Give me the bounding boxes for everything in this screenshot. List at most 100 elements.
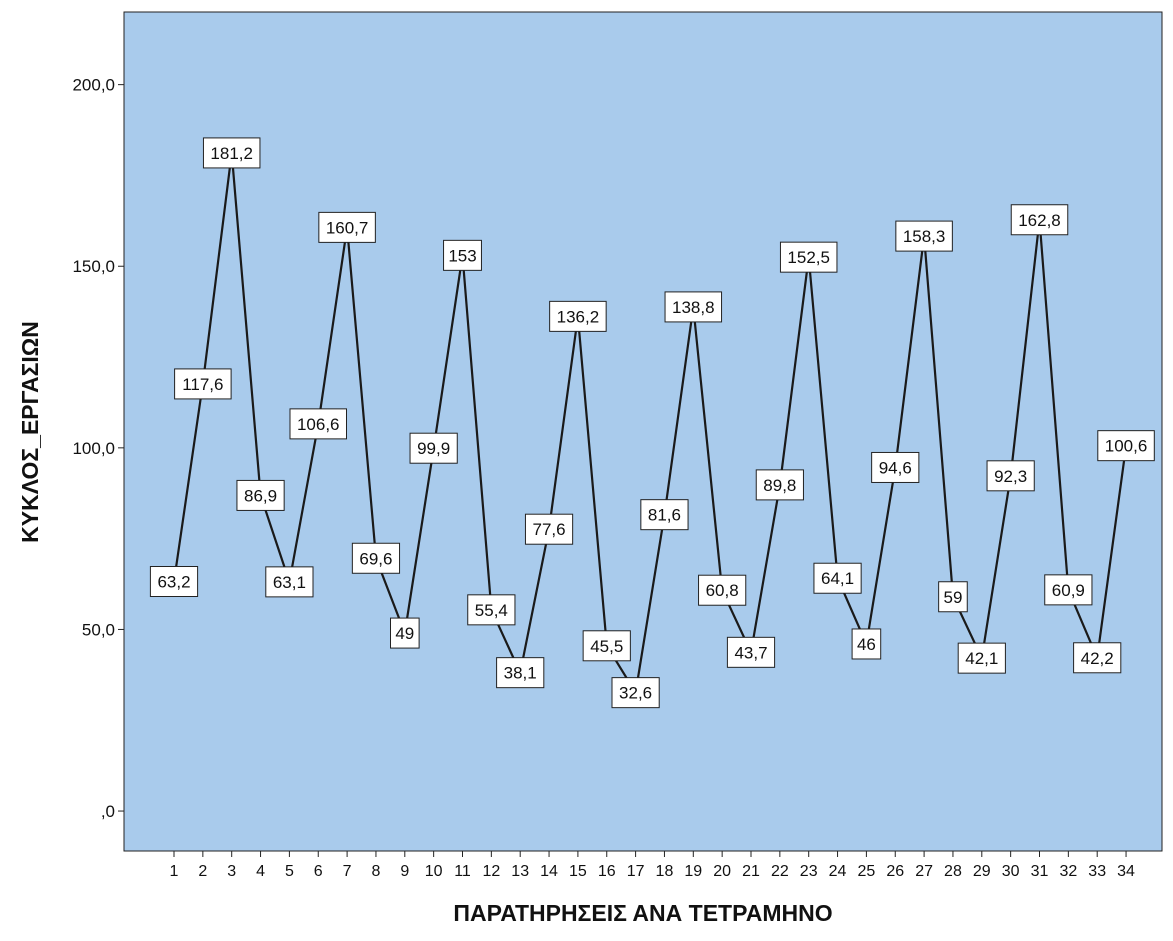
x-tick-label: 27 xyxy=(915,863,933,880)
data-label-box xyxy=(202,137,261,169)
data-label: 49 xyxy=(390,617,420,649)
x-tick-label: 9 xyxy=(400,863,409,880)
data-label-box xyxy=(755,469,804,501)
data-label-text: 136,2 xyxy=(557,307,600,326)
data-label: 152,5 xyxy=(779,241,838,273)
y-tick-label: ,0 xyxy=(101,802,115,821)
data-label-text: 94,6 xyxy=(879,458,912,477)
data-label-box xyxy=(640,499,689,531)
x-tick-label: 7 xyxy=(343,863,352,880)
data-label-box xyxy=(409,432,458,464)
data-label: 42,2 xyxy=(1073,642,1122,674)
x-tick-label: 19 xyxy=(684,863,702,880)
data-label-text: 160,7 xyxy=(326,218,369,237)
y-tick-label: 100,0 xyxy=(72,439,115,458)
data-label-text: 63,1 xyxy=(273,573,306,592)
data-label-text: 60,9 xyxy=(1052,581,1085,600)
data-label-box xyxy=(390,617,420,649)
data-label-box xyxy=(895,220,953,252)
x-tick-label: 1 xyxy=(170,863,179,880)
data-label-box xyxy=(289,408,347,440)
data-label-box xyxy=(236,479,285,511)
data-label-text: 64,1 xyxy=(821,569,854,588)
data-label-text: 138,8 xyxy=(672,298,715,317)
data-label: 160,7 xyxy=(318,211,376,243)
x-tick-label: 5 xyxy=(285,863,294,880)
data-label: 64,1 xyxy=(813,562,862,594)
data-label-text: 49 xyxy=(395,624,414,643)
x-tick-label: 12 xyxy=(482,863,500,880)
data-label-box xyxy=(813,562,862,594)
x-tick-label: 8 xyxy=(371,863,380,880)
data-label: 38,1 xyxy=(496,657,545,689)
data-label: 60,8 xyxy=(698,574,747,606)
data-label: 45,5 xyxy=(582,630,631,662)
data-label-box xyxy=(582,630,631,662)
data-label-text: 86,9 xyxy=(244,486,277,505)
data-label-box xyxy=(318,211,376,243)
data-label-text: 92,3 xyxy=(994,467,1027,486)
data-label: 32,6 xyxy=(611,677,660,709)
x-tick-label: 10 xyxy=(425,863,443,880)
data-label-text: 106,6 xyxy=(297,415,340,434)
data-label: 100,6 xyxy=(1097,430,1155,462)
data-label-box xyxy=(1010,204,1069,236)
x-tick-label: 15 xyxy=(569,863,587,880)
plot-area xyxy=(123,11,1163,852)
data-label: 42,1 xyxy=(957,642,1006,674)
x-tick-label: 3 xyxy=(227,863,236,880)
data-label-text: 60,8 xyxy=(706,581,739,600)
data-label-text: 63,2 xyxy=(157,573,190,592)
y-tick-label: 50,0 xyxy=(82,620,115,639)
data-label-text: 162,8 xyxy=(1018,211,1061,230)
y-tick-label: 150,0 xyxy=(72,257,115,276)
x-tick-label: 28 xyxy=(944,863,962,880)
x-tick-label: 23 xyxy=(800,863,818,880)
data-label-box xyxy=(664,291,723,323)
data-label-text: 42,1 xyxy=(965,649,998,668)
data-label: 117,6 xyxy=(174,368,232,400)
data-label-text: 153 xyxy=(448,246,476,265)
x-tick-label: 2 xyxy=(198,863,207,880)
data-label: 99,9 xyxy=(409,432,458,464)
data-label-box xyxy=(443,239,482,271)
x-axis-title: ΠΑΡΑΤΗΡΗΣΕΙΣ ΑΝΑ ΤΕΤΡΑΜΗΝΟ xyxy=(453,900,832,926)
x-tick-label: 29 xyxy=(973,863,991,880)
data-labels-group: 63,2 117,6 181,2 86,9 63,1 106,6 160,7 69,6 49 99… xyxy=(149,137,1155,709)
data-label-text: 100,6 xyxy=(1105,437,1148,456)
data-label: 77,6 xyxy=(524,513,574,545)
x-tick-label: 20 xyxy=(713,863,731,880)
data-label-text: 69,6 xyxy=(359,549,392,568)
data-label-text: 89,8 xyxy=(763,476,796,495)
data-label-text: 99,9 xyxy=(417,439,450,458)
x-tick-label: 14 xyxy=(540,863,558,880)
data-label-text: 117,6 xyxy=(182,375,223,394)
data-label: 138,8 xyxy=(664,291,723,323)
data-label-text: 45,5 xyxy=(590,637,623,656)
y-axis-title: ΚΥΚΛΟΣ_ΕΡΓΑΣΙΩΝ xyxy=(17,321,43,543)
x-tick-label: 33 xyxy=(1088,863,1106,880)
data-label-text: 32,6 xyxy=(619,684,652,703)
data-label-box xyxy=(698,574,747,606)
data-label-box xyxy=(871,451,920,483)
data-label-box xyxy=(149,566,199,598)
data-label-text: 158,3 xyxy=(903,227,946,246)
data-label: 60,9 xyxy=(1044,574,1093,606)
data-label-box xyxy=(265,566,314,598)
data-label-text: 59 xyxy=(943,588,962,607)
x-tick-label: 26 xyxy=(886,863,904,880)
x-tick-label: 11 xyxy=(454,863,471,880)
data-label-text: 55,4 xyxy=(475,601,508,620)
data-label: 162,8 xyxy=(1010,204,1069,236)
data-label-box xyxy=(351,542,401,574)
data-label-box xyxy=(174,368,232,400)
data-label: 81,6 xyxy=(640,499,689,531)
x-tick-label: 34 xyxy=(1117,863,1135,880)
data-label: 136,2 xyxy=(549,300,607,332)
data-label: 63,1 xyxy=(265,566,314,598)
data-label-box xyxy=(1073,642,1122,674)
x-tick-label: 31 xyxy=(1031,863,1049,880)
data-label-text: 81,6 xyxy=(648,506,681,525)
data-label: 86,9 xyxy=(236,479,285,511)
